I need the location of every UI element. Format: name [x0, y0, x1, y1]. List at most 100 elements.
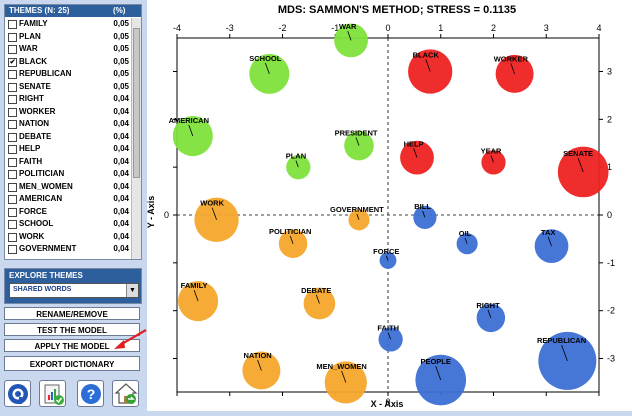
theme-row[interactable]: GOVERNMENT 0,04 — [5, 243, 131, 255]
theme-row[interactable]: WORKER 0,04 — [5, 106, 131, 118]
theme-checkbox[interactable] — [8, 32, 17, 42]
theme-percent: 0,04 — [113, 106, 129, 116]
theme-percent: 0,04 — [113, 94, 129, 103]
theme-bubble — [408, 49, 453, 94]
theme-label: SCHOOL — [19, 219, 54, 228]
q-logo-icon[interactable] — [4, 380, 31, 407]
theme-row[interactable]: FORCE 0,04 — [5, 206, 131, 218]
theme-checkbox[interactable] — [8, 232, 17, 242]
theme-row[interactable]: SENATE 0,05 — [5, 81, 131, 93]
themes-list-scrollbar[interactable] — [131, 18, 141, 259]
theme-percent: 0,05 — [113, 69, 129, 78]
theme-label: FAMILY — [19, 19, 48, 28]
theme-bubble-label: OIL — [459, 229, 472, 238]
explore-themes-dropdown[interactable]: SHARED WORDS ▼ — [9, 283, 139, 298]
theme-bubble-label: HELP — [404, 139, 424, 148]
theme-checkbox[interactable] — [8, 170, 17, 179]
rename-remove-button[interactable]: RENAME/REMOVE — [4, 307, 140, 320]
x-tick-label-bottom: 0 — [385, 397, 390, 407]
home-icon[interactable] — [112, 380, 139, 407]
theme-checkbox[interactable] — [8, 20, 17, 29]
theme-row[interactable]: RIGHT 0,04 — [5, 93, 131, 105]
theme-percent: 0,04 — [113, 156, 129, 166]
y-tick-label: 2 — [607, 114, 612, 124]
theme-checkbox[interactable] — [8, 120, 17, 129]
theme-percent: 0,05 — [113, 81, 129, 91]
y-tick-label-left: 0 — [164, 210, 169, 220]
theme-row[interactable]: WAR 0,05 — [5, 43, 131, 55]
theme-bubble-label: SENATE — [563, 149, 593, 158]
explore-themes-title: EXPLORE THEMES — [9, 271, 83, 280]
theme-checkbox[interactable] — [8, 195, 17, 204]
theme-bubble — [476, 303, 506, 333]
theme-bubble — [481, 150, 506, 175]
theme-checkbox[interactable] — [8, 82, 17, 92]
theme-row[interactable]: DEBATE 0,04 — [5, 131, 131, 143]
x-tick-label-top: 3 — [544, 23, 549, 33]
bubble-leader-line — [413, 148, 418, 158]
theme-checkbox[interactable] — [8, 132, 17, 142]
theme-row[interactable]: REPUBLICAN 0,05 — [5, 68, 131, 80]
theme-row[interactable]: MEN_WOMEN 0,04 — [5, 181, 131, 193]
x-tick-label-top: -3 — [226, 23, 234, 33]
x-tick-label-top: -2 — [278, 23, 286, 33]
theme-checkbox[interactable] — [8, 107, 17, 117]
theme-checkbox[interactable] — [8, 157, 17, 167]
theme-row[interactable]: NATION 0,04 — [5, 118, 131, 130]
bubble-leader-line — [425, 59, 431, 72]
theme-percent: 0,05 — [113, 19, 129, 28]
theme-row[interactable]: POLITICIAN 0,04 — [5, 168, 131, 180]
theme-label: AMERICAN — [19, 194, 63, 203]
theme-checkbox[interactable] — [8, 70, 17, 79]
apply-model-button[interactable]: APPLY THE MODEL — [4, 339, 140, 352]
chevron-down-icon[interactable]: ▼ — [126, 284, 138, 297]
theme-checkbox[interactable] — [8, 182, 17, 192]
theme-bubble-label: GOVERNMENT — [330, 205, 384, 214]
theme-checkbox[interactable] — [8, 145, 17, 154]
bubble-leader-line — [188, 124, 194, 137]
theme-label: MEN_WOMEN — [19, 181, 73, 191]
theme-row[interactable]: SCHOOL 0,04 — [5, 218, 131, 230]
theme-label: RIGHT — [19, 94, 44, 103]
bubble-leader-line — [315, 294, 320, 304]
theme-percent: 0,05 — [113, 56, 129, 66]
theme-checkbox[interactable] — [8, 245, 17, 254]
theme-row[interactable]: HELP 0,04 — [5, 143, 131, 155]
theme-label: SENATE — [19, 81, 51, 91]
theme-checkbox[interactable] — [8, 220, 17, 229]
bubble-leader-line — [510, 63, 515, 75]
y-tick-label: 1 — [607, 162, 612, 172]
chart-title: MDS: SAMMON'S METHOD; STRESS = 0.1135 — [278, 4, 516, 16]
theme-checkbox[interactable] — [8, 207, 17, 217]
bubble-leader-line — [487, 309, 492, 318]
theme-checkbox[interactable] — [8, 45, 17, 54]
x-tick-label-top: 0 — [385, 23, 390, 33]
theme-label: GOVERNMENT — [19, 244, 77, 253]
theme-label: WORKER — [19, 106, 56, 116]
theme-row[interactable]: PLAN 0,05 — [5, 31, 131, 43]
theme-bubble-label: AMERICAN — [169, 116, 209, 125]
theme-row[interactable]: FAMILY 0,05 — [5, 18, 131, 30]
export-dictionary-button[interactable]: EXPORT DICTIONARY — [4, 356, 140, 371]
themes-list-scroll-thumb[interactable] — [133, 28, 140, 178]
theme-checkbox[interactable] — [8, 95, 17, 104]
themes-list[interactable]: FAMILY 0,05 PLAN 0,05 WAR 0,05 ✔ BLACK 0,05 REPUB… — [5, 18, 131, 259]
theme-bubble-label: PRESIDENT — [335, 129, 378, 138]
y-tick-label: 3 — [607, 66, 612, 76]
help-icon[interactable]: ? — [77, 380, 104, 407]
theme-row[interactable]: AMERICAN 0,04 — [5, 193, 131, 205]
test-model-button[interactable]: TEST THE MODEL — [4, 323, 140, 336]
theme-row[interactable]: ✔ BLACK 0,05 — [5, 56, 131, 68]
bubble-leader-line — [355, 137, 360, 146]
bubble-leader-line — [385, 255, 389, 261]
theme-label: REPUBLICAN — [19, 69, 72, 78]
bubble-leader-line — [295, 160, 299, 168]
bubble-leader-line — [341, 370, 347, 383]
theme-row[interactable]: FAITH 0,04 — [5, 156, 131, 168]
y-tick-label: -2 — [607, 306, 615, 316]
theme-row[interactable]: WORK 0,04 — [5, 231, 131, 243]
pointer-arrow-icon — [114, 329, 147, 349]
theme-checkbox[interactable]: ✔ — [8, 57, 17, 67]
bubble-leader-line — [211, 207, 217, 220]
report-chart-icon[interactable] — [39, 380, 66, 407]
